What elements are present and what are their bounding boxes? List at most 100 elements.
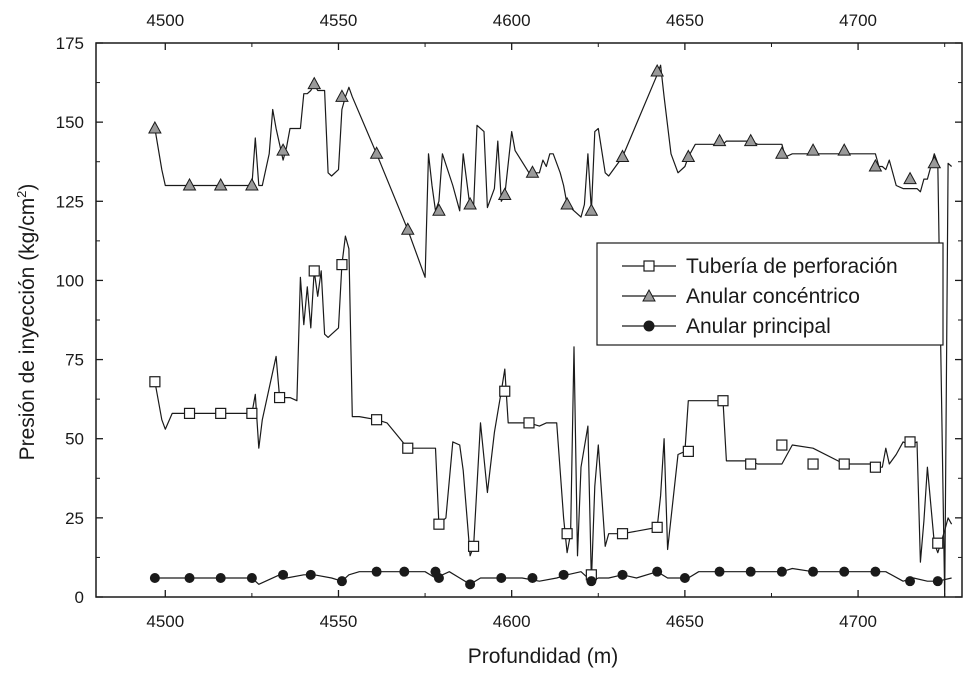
marker-anular-concentrico-18 — [712, 133, 727, 147]
markers-layer — [148, 63, 944, 590]
legend-label-tuberia: Tubería de perforación — [686, 255, 898, 278]
marker-tuberia-de-perforacion-0 — [149, 376, 161, 388]
marker-tuberia-de-perforacion-18 — [717, 395, 729, 407]
marker-anular-concentrico-19 — [743, 133, 758, 147]
marker-tuberia-de-perforacion-5 — [308, 265, 320, 277]
marker-anular-concentrico-1 — [182, 177, 197, 191]
legend-marker-anular-concentrico — [642, 288, 656, 302]
marker-tuberia-de-perforacion-8 — [402, 442, 414, 454]
marker-anular-principal-14 — [558, 569, 569, 580]
marker-anular-principal-20 — [745, 566, 756, 577]
marker-tuberia-de-perforacion-1 — [183, 407, 196, 419]
marker-tuberia-de-perforacion-20 — [776, 439, 788, 451]
marker-anular-concentrico-25 — [927, 155, 942, 169]
marker-anular-concentrico-14 — [584, 203, 599, 216]
legend-label-anular-concentrico: Anular concéntrico — [686, 285, 860, 308]
marker-anular-principal-24 — [870, 566, 881, 577]
y-tick-label-5: 125 — [56, 192, 84, 211]
marker-anular-concentrico-10 — [463, 196, 477, 210]
marker-anular-principal-8 — [399, 566, 410, 577]
y-tick-label-2: 50 — [65, 430, 84, 449]
marker-tuberia-de-perforacion-9 — [433, 518, 445, 530]
legend-box — [596, 242, 944, 346]
marker-tuberia-de-perforacion-15 — [616, 528, 629, 540]
marker-anular-principal-4 — [278, 569, 289, 580]
x-tick-label-top-2: 4600 — [493, 11, 531, 30]
y-axis-title: Presión de inyección (kg/cm2) — [14, 184, 39, 461]
legend-marker-tuberia — [643, 260, 655, 272]
marker-anular-principal-13 — [527, 573, 538, 584]
marker-tuberia-de-perforacion-4 — [273, 391, 286, 404]
marker-anular-principal-18 — [679, 573, 690, 584]
marker-anular-concentrico-8 — [400, 222, 415, 235]
marker-tuberia-de-perforacion-11 — [499, 385, 511, 397]
marker-anular-concentrico-24 — [903, 171, 917, 185]
x-tick-label-top-3: 4650 — [666, 11, 704, 30]
y-axis-title-close: ) — [16, 184, 39, 191]
marker-anular-concentrico-17 — [681, 149, 696, 162]
marker-tuberia-de-perforacion-7 — [370, 414, 383, 426]
series-line-anular-principal — [154, 567, 952, 585]
marker-anular-concentrico-22 — [837, 143, 852, 156]
marker-anular-concentrico-11 — [497, 187, 512, 200]
marker-tuberia-de-perforacion-17 — [682, 445, 694, 457]
marker-anular-concentrico-23 — [868, 158, 883, 172]
marker-anular-principal-26 — [932, 576, 943, 587]
marker-anular-concentrico-3 — [245, 177, 259, 191]
marker-tuberia-de-perforacion-16 — [651, 521, 663, 533]
y-axis-title-superscript: 2 — [14, 191, 29, 198]
x-tick-label-bottom-3: 4650 — [666, 612, 704, 631]
marker-anular-concentrico-12 — [525, 165, 540, 178]
marker-anular-principal-7 — [371, 566, 382, 577]
marker-anular-principal-15 — [586, 576, 597, 587]
marker-anular-concentrico-6 — [335, 89, 349, 102]
x-tick-label-bottom-2: 4600 — [493, 612, 531, 631]
marker-anular-concentrico-4 — [276, 143, 290, 156]
marker-anular-principal-10 — [433, 573, 444, 584]
legend-label-anular-principal: Anular principal — [686, 315, 831, 338]
legend: Tubería de perforación Anular concéntric… — [596, 242, 944, 346]
marker-anular-principal-2 — [215, 573, 226, 584]
x-tick-label-top-4: 4700 — [839, 11, 877, 30]
marker-tuberia-de-perforacion-24 — [904, 436, 916, 448]
x-tick-label-bottom-0: 4500 — [146, 612, 184, 631]
marker-anular-principal-0 — [149, 573, 160, 584]
marker-anular-principal-12 — [496, 573, 507, 584]
marker-anular-principal-23 — [839, 566, 850, 577]
marker-anular-concentrico-21 — [806, 143, 820, 156]
marker-anular-principal-19 — [714, 566, 725, 577]
y-tick-label-6: 150 — [56, 113, 84, 132]
marker-anular-concentrico-9 — [432, 203, 446, 216]
marker-anular-concentrico-0 — [148, 120, 162, 134]
marker-anular-concentrico-13 — [560, 196, 574, 210]
marker-tuberia-de-perforacion-10 — [467, 540, 480, 552]
marker-tuberia-de-perforacion-12 — [523, 417, 535, 429]
y-tick-label-0: 0 — [75, 588, 84, 607]
marker-tuberia-de-perforacion-3 — [246, 407, 258, 419]
x-tick-label-top-1: 4550 — [320, 11, 358, 30]
marker-tuberia-de-perforacion-23 — [869, 461, 882, 473]
marker-anular-concentrico-15 — [615, 149, 630, 162]
marker-anular-principal-1 — [184, 573, 195, 584]
marker-anular-principal-21 — [776, 566, 787, 577]
marker-tuberia-de-perforacion-25 — [932, 537, 944, 549]
y-tick-label-7: 175 — [56, 34, 84, 53]
marker-anular-principal-16 — [617, 569, 628, 580]
marker-anular-principal-3 — [246, 573, 257, 584]
marker-anular-principal-22 — [808, 566, 819, 577]
marker-tuberia-de-perforacion-19 — [745, 458, 757, 470]
y-tick-label-1: 25 — [65, 509, 84, 528]
marker-anular-principal-11 — [465, 579, 476, 590]
marker-anular-concentrico-20 — [775, 146, 789, 159]
marker-tuberia-de-perforacion-6 — [336, 259, 348, 271]
marker-anular-concentrico-7 — [369, 146, 384, 159]
legend-marker-anular-principal — [643, 320, 655, 332]
y-tick-label-4: 100 — [56, 271, 84, 290]
x-tick-label-bottom-4: 4700 — [839, 612, 877, 631]
marker-anular-principal-25 — [905, 576, 916, 587]
marker-tuberia-de-perforacion-2 — [215, 407, 227, 419]
marker-tuberia-de-perforacion-22 — [838, 458, 850, 470]
marker-anular-principal-6 — [336, 576, 347, 587]
